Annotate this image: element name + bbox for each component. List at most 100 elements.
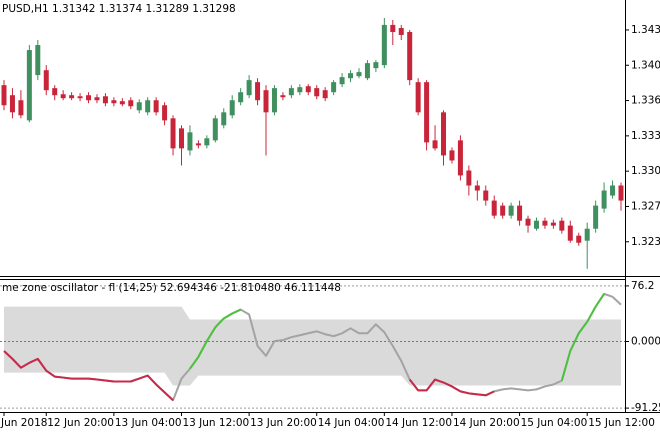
- candle-body: [398, 28, 404, 35]
- candle-body: [136, 102, 142, 111]
- candle-body: [314, 88, 320, 97]
- candle-body: [356, 72, 362, 77]
- candle-body: [280, 95, 286, 98]
- candle-body: [364, 63, 370, 79]
- candle-body: [610, 185, 616, 196]
- y-tick-label: 1.3336: [631, 130, 660, 142]
- candle-body: [322, 90, 328, 99]
- y-tick-label: -91.25: [631, 402, 660, 414]
- oscillator-panel: [0, 285, 625, 409]
- y-tick-label: 1.3435: [631, 24, 660, 36]
- x-tick-label: 15 Jun 12:00: [588, 417, 655, 429]
- candle-body: [170, 118, 176, 149]
- candle-body: [162, 105, 168, 121]
- x-tick-label: 13 Jun 20:00: [250, 417, 317, 429]
- candle-body: [483, 190, 489, 201]
- candle-body: [102, 96, 108, 104]
- candle-body: [178, 128, 184, 149]
- candle-body: [474, 185, 480, 191]
- indicator-title: me zone oscillator - fl (14,25) 52.69434…: [2, 282, 341, 294]
- candle-body: [255, 82, 261, 101]
- candle-body: [542, 220, 548, 226]
- y-tick-label: 1.3270: [631, 200, 660, 212]
- candle-body: [1, 85, 7, 106]
- candle-body: [77, 96, 83, 99]
- candle-body: [593, 205, 599, 229]
- y-tick-label: 0.000: [631, 336, 660, 348]
- candle-body: [441, 112, 447, 156]
- candle-body: [331, 82, 337, 93]
- candle-body: [567, 225, 573, 241]
- x-tick-label: 12 Jun 20:00: [47, 417, 114, 429]
- band: [4, 306, 621, 386]
- candle-body: [43, 70, 49, 91]
- candle-body: [618, 185, 624, 201]
- candle-body: [305, 86, 311, 93]
- x-tick-label: 13 Jun 12:00: [182, 417, 249, 429]
- y-tick-label: 1.3369: [631, 95, 660, 107]
- candle-body: [550, 222, 556, 226]
- candle-body: [348, 73, 354, 79]
- candle-body: [26, 50, 32, 121]
- candle-body: [246, 80, 252, 96]
- candle-body: [466, 170, 472, 186]
- candle-body: [424, 82, 430, 143]
- candle-body: [288, 88, 294, 96]
- oscillator-line: [189, 293, 605, 381]
- candle-body: [52, 88, 58, 96]
- candle-body: [491, 200, 497, 216]
- candle-body: [221, 112, 227, 126]
- candle-body: [297, 87, 303, 93]
- x-tick-label: 14 Jun 12:00: [385, 417, 452, 429]
- y-tick-label: 76.2: [631, 280, 654, 292]
- candle-body: [86, 95, 92, 101]
- candle-body: [145, 100, 151, 113]
- candle-body: [263, 90, 269, 113]
- x-tick-label: 14 Jun 04:00: [318, 417, 385, 429]
- candle-body: [238, 92, 244, 103]
- candle-body: [508, 205, 514, 216]
- candle-body: [517, 205, 523, 221]
- candle-body: [415, 82, 421, 113]
- candle-body: [373, 62, 379, 69]
- candle-body: [390, 24, 396, 32]
- y-tick-label: 1.3303: [631, 165, 660, 177]
- candle-body: [525, 218, 531, 226]
- candle-body: [94, 97, 100, 101]
- candle-body: [9, 95, 15, 113]
- candle-body: [339, 77, 345, 85]
- y-tick-label: 1.3402: [631, 59, 660, 71]
- x-tick-label: 13 Jun 04:00: [115, 417, 182, 429]
- candle-body: [187, 132, 193, 151]
- candle-body: [204, 138, 210, 146]
- candle-body: [195, 143, 201, 146]
- chart-title: PUSD,H1 1.31342 1.31374 1.31289 1.31298: [2, 3, 236, 15]
- candle-body: [601, 190, 607, 209]
- candle-body: [432, 140, 438, 149]
- candle-body: [128, 100, 134, 107]
- candle-body: [533, 220, 539, 229]
- candle-body: [559, 220, 565, 231]
- oscillator-line: [3, 350, 495, 401]
- candle-body: [500, 205, 506, 216]
- candle-body: [407, 31, 413, 81]
- candle-body: [153, 100, 159, 113]
- x-tick-label: 15 Jun 04:00: [521, 417, 588, 429]
- price-panel: [1, 17, 624, 269]
- candle-body: [271, 88, 277, 113]
- candle-body: [576, 235, 582, 243]
- candle-body: [60, 94, 66, 99]
- candle-body: [229, 100, 235, 116]
- candle-body: [584, 228, 590, 241]
- candle-body: [457, 140, 463, 176]
- candle-body: [18, 100, 24, 116]
- candle-body: [111, 100, 117, 104]
- candle-body: [449, 150, 455, 161]
- candle-body: [212, 118, 218, 141]
- candle-body: [381, 24, 387, 66]
- x-tick-label: 14 Jun 20:00: [453, 417, 520, 429]
- candle-body: [35, 45, 41, 76]
